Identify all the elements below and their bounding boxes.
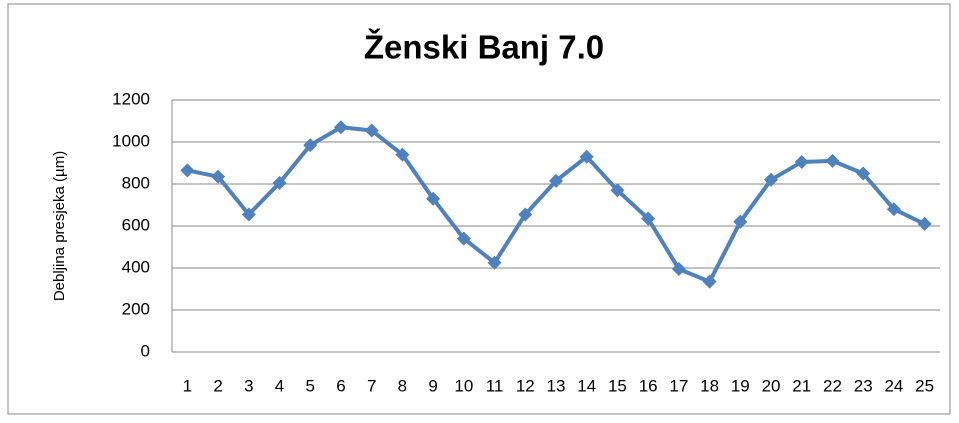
marker (303, 138, 318, 153)
x-tick-label: 12 (516, 376, 535, 395)
y-tick-label: 400 (122, 257, 150, 276)
marker (456, 231, 471, 246)
marker (825, 153, 840, 168)
x-tick-label: 6 (336, 376, 345, 395)
chart-title: Ženski Banj 7.0 (364, 29, 604, 66)
marker (364, 123, 379, 138)
marker (917, 216, 932, 231)
marker (395, 147, 410, 162)
x-tick-label: 20 (762, 376, 781, 395)
marker (549, 173, 563, 188)
marker (211, 169, 226, 184)
marker (764, 172, 779, 187)
x-tick-label: 8 (398, 376, 407, 395)
x-tick-label: 9 (428, 376, 437, 395)
x-tick-label: 19 (731, 376, 750, 395)
x-tick-label: 1 (183, 376, 192, 395)
marker (180, 163, 195, 178)
marker (241, 207, 256, 222)
x-tick-label: 21 (792, 376, 811, 395)
y-tick-label: 800 (122, 173, 150, 192)
x-tick-label: 7 (367, 376, 376, 395)
marker (487, 255, 502, 270)
x-tick-label: 11 (486, 376, 504, 395)
marker (856, 166, 871, 181)
y-tick-label: 1000 (112, 131, 150, 150)
marker (333, 120, 348, 135)
chart-border (7, 3, 951, 415)
x-tick-label: 18 (700, 376, 719, 395)
marker (671, 262, 686, 277)
y-tick-label: 1200 (112, 89, 150, 108)
marker (610, 183, 625, 198)
x-tick-label: 3 (244, 376, 253, 395)
x-tick-label: 24 (884, 376, 903, 395)
x-tick-label: 10 (454, 376, 473, 395)
x-tick-label: 15 (608, 376, 627, 395)
marker (702, 274, 717, 289)
x-tick-label: 25 (915, 376, 934, 395)
x-tick-label: 17 (669, 376, 688, 395)
y-axis-label: Debljina presjeka (µm) (51, 151, 68, 301)
marker (518, 207, 533, 222)
marker (733, 214, 748, 229)
marker (579, 149, 594, 164)
x-tick-label: 22 (823, 376, 842, 395)
x-tick-label: 13 (547, 376, 566, 395)
x-tick-label: 23 (854, 376, 873, 395)
marker (426, 191, 441, 206)
marker (272, 175, 287, 190)
x-tick-label: 2 (213, 376, 222, 395)
x-tick-label: 5 (306, 376, 315, 395)
x-tick-label: 16 (639, 376, 658, 395)
y-tick-label: 200 (122, 299, 150, 318)
y-tick-label: 0 (141, 341, 150, 360)
marker (886, 202, 901, 217)
y-tick-label: 600 (122, 215, 150, 234)
marker (641, 211, 656, 226)
x-tick-label: 4 (275, 376, 284, 395)
x-tick-label: 14 (577, 376, 596, 395)
marker (794, 154, 809, 169)
